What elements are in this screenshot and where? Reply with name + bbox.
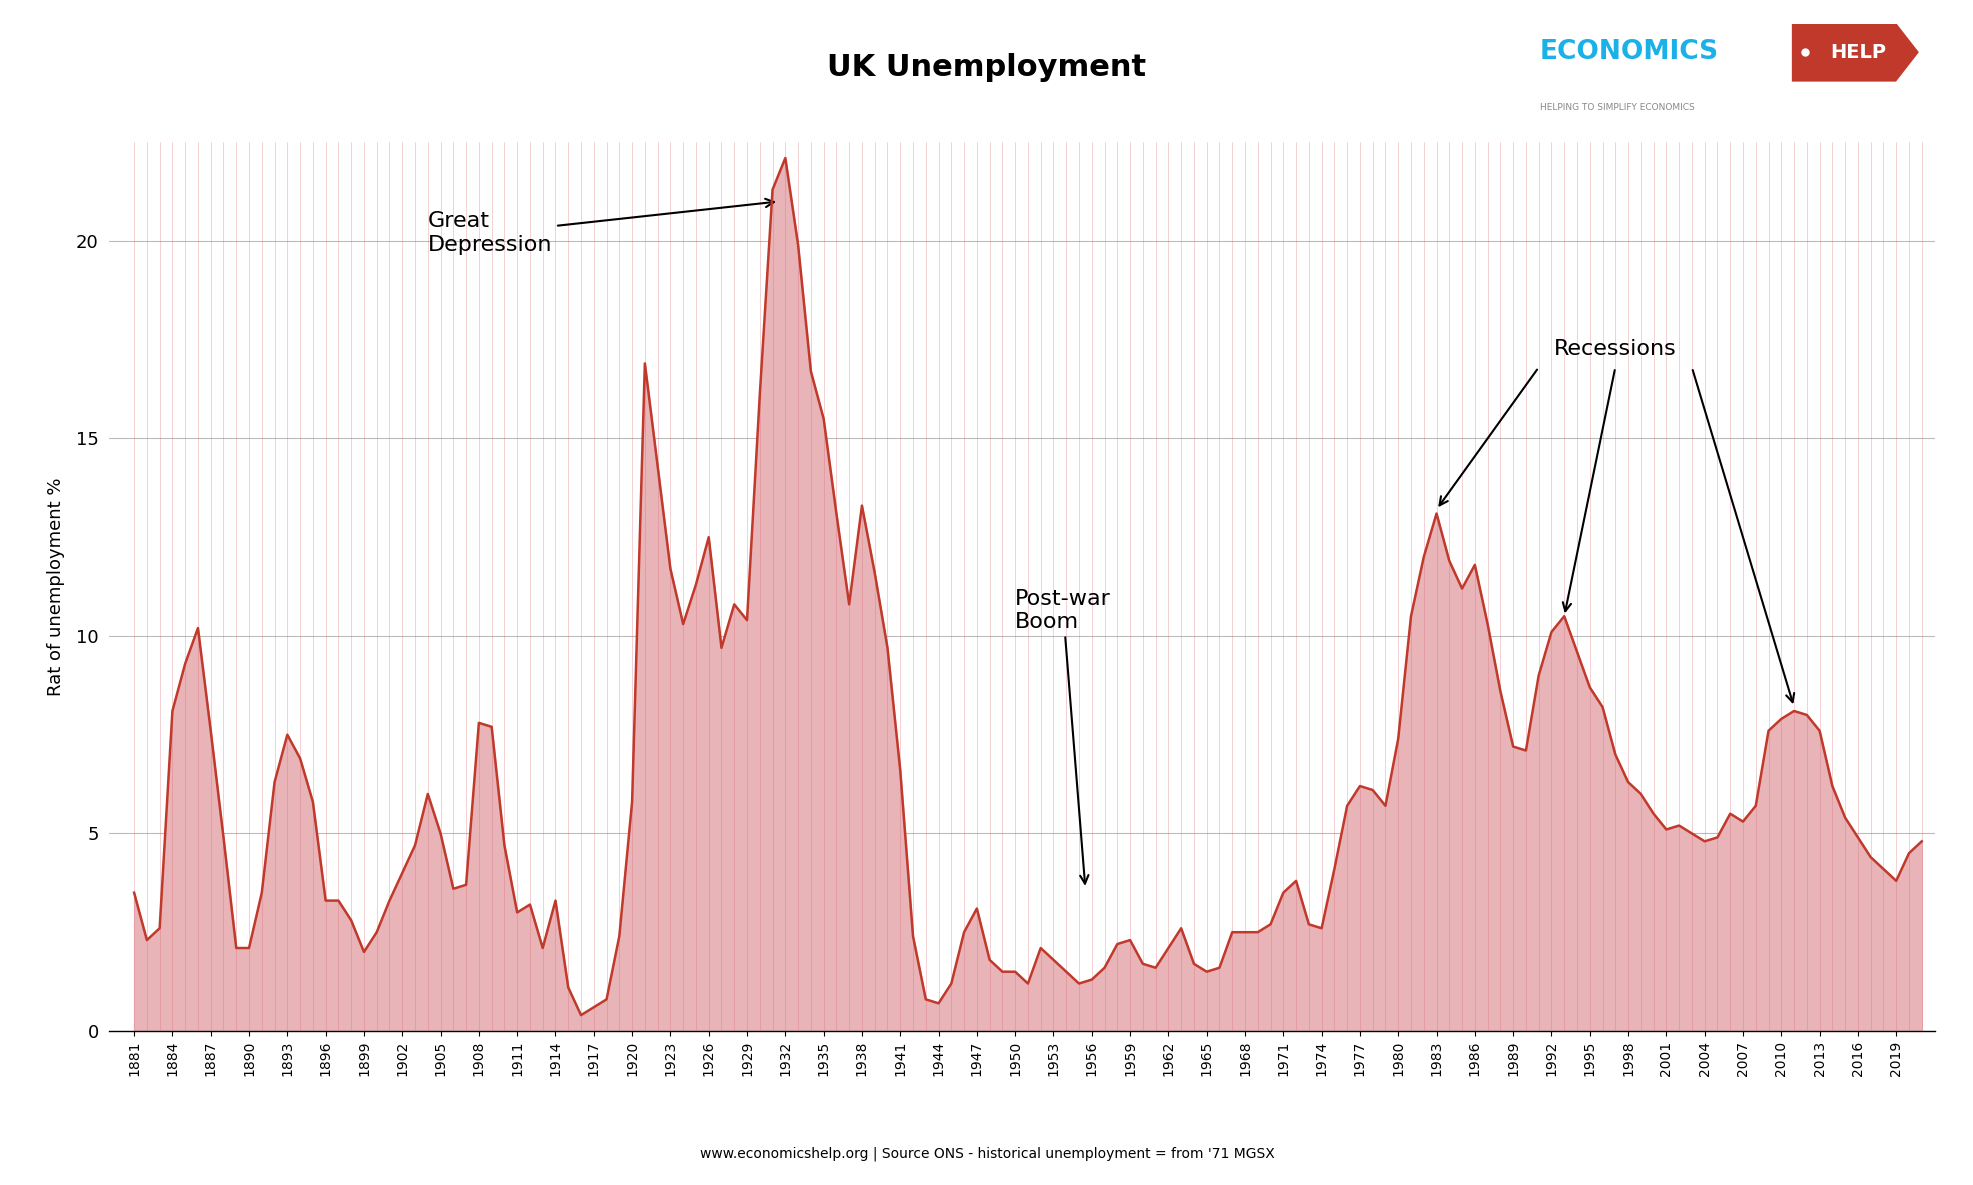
Text: ECONOMICS: ECONOMICS — [1539, 39, 1718, 65]
Text: www.economicshelp.org | Source ONS - historical unemployment = from '71 MGSX: www.economicshelp.org | Source ONS - his… — [698, 1147, 1275, 1161]
Text: Great
Depression: Great Depression — [428, 199, 773, 255]
Text: HELP: HELP — [1829, 43, 1886, 62]
Text: Post-war
Boom: Post-war Boom — [1014, 589, 1111, 884]
Y-axis label: Rat of unemployment %: Rat of unemployment % — [47, 478, 65, 696]
Text: HELPING TO SIMPLIFY ECONOMICS: HELPING TO SIMPLIFY ECONOMICS — [1539, 103, 1693, 113]
Polygon shape — [1791, 23, 1918, 82]
Text: Recessions: Recessions — [1553, 339, 1675, 359]
Text: UK Unemployment: UK Unemployment — [827, 53, 1146, 82]
